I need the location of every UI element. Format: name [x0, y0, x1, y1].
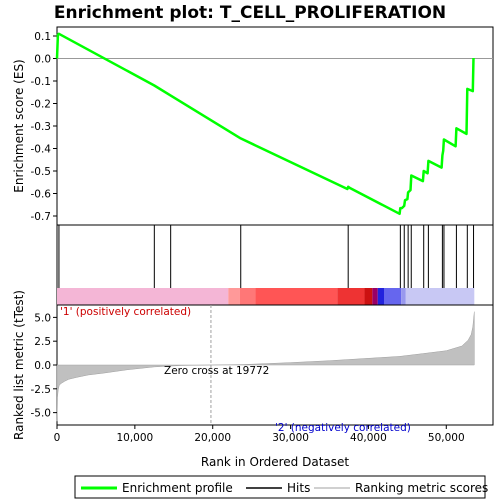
x-tick-label: 0: [54, 432, 61, 444]
positive-correlation-label: '1' (positively correlated): [60, 306, 191, 318]
negative-correlation-label: '2' (negatively correlated): [275, 422, 411, 434]
legend-box: [74, 475, 486, 499]
x-axis-label: Rank in Ordered Dataset: [201, 455, 349, 469]
es-y-tick-label: -0.7: [31, 211, 52, 223]
x-tick-label: 50,000: [428, 432, 465, 444]
correlation-bar-segment: [255, 288, 338, 305]
x-tick-label: 20,000: [194, 432, 231, 444]
metric-y-tick-label: 2.5: [34, 336, 51, 348]
correlation-bar-segment: [57, 288, 229, 305]
metric-y-axis-label: Ranked list metric (tTest): [12, 290, 26, 440]
legend-label-hits: Hits: [287, 481, 310, 495]
es-y-axis-ticks: 0.1 0.0 -0.1 -0.2 -0.3 -0.4 -0.5 -0.6 -0.7: [31, 31, 57, 223]
es-y-tick-label: 0.1: [34, 31, 51, 43]
metric-y-tick-label: 5.0: [34, 312, 51, 324]
correlation-bar-segment: [401, 288, 406, 305]
es-y-tick-label: -0.5: [31, 166, 52, 178]
correlation-bar-segment: [372, 288, 378, 305]
zero-cross-label: Zero cross at 19772: [164, 365, 269, 377]
x-tick-label: 30,000: [272, 432, 309, 444]
correlation-bar-segment: [364, 288, 373, 305]
x-tick-label: 40,000: [350, 432, 387, 444]
hits-group: [58, 225, 475, 288]
correlation-bar-segment: [228, 288, 240, 305]
es-y-tick-label: -0.4: [31, 144, 52, 156]
correlation-bar-segment: [405, 288, 475, 305]
correlation-bar-segment: [239, 288, 256, 305]
es-y-tick-label: 0.0: [34, 54, 51, 66]
es-y-tick-label: -0.3: [31, 121, 52, 133]
correlation-bar-segment: [377, 288, 384, 305]
correlation-bar-segment: [337, 288, 365, 305]
es-y-tick-label: -0.2: [31, 99, 52, 111]
metric-y-tick-label: -5.0: [31, 408, 52, 420]
chart-title: Enrichment plot: T_CELL_PROLIFERATION: [54, 3, 446, 23]
metric-y-axis-ticks: 5.0 2.5 0.0 -2.5 -5.0: [31, 312, 57, 420]
legend-label-ranking-metric-scores: Ranking metric scores: [355, 481, 488, 495]
legend-label-enrichment-profile: Enrichment profile: [122, 481, 233, 495]
es-y-tick-label: -0.1: [31, 76, 52, 88]
correlation-bar-segment: [384, 288, 402, 305]
enrichment-profile-line: [55, 32, 475, 216]
x-axis-ticks: 0 10,000 20,000 30,000 40,000 50,000: [54, 425, 465, 444]
x-tick-label: 10,000: [116, 432, 153, 444]
metric-y-tick-label: -2.5: [31, 384, 52, 396]
es-y-tick-label: -0.6: [31, 189, 52, 201]
es-y-axis-label: Enrichment score (ES): [12, 59, 26, 192]
correlation-color-bar: [57, 288, 475, 305]
es-panel-frame: [56, 26, 494, 226]
metric-y-tick-label: 0.0: [34, 360, 51, 372]
